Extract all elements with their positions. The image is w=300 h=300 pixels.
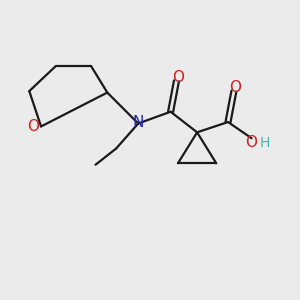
Text: O: O	[27, 119, 39, 134]
Text: N: N	[133, 115, 144, 130]
Text: O: O	[246, 135, 258, 150]
Text: O: O	[172, 70, 184, 85]
Text: O: O	[230, 80, 242, 95]
Text: H: H	[260, 136, 270, 150]
